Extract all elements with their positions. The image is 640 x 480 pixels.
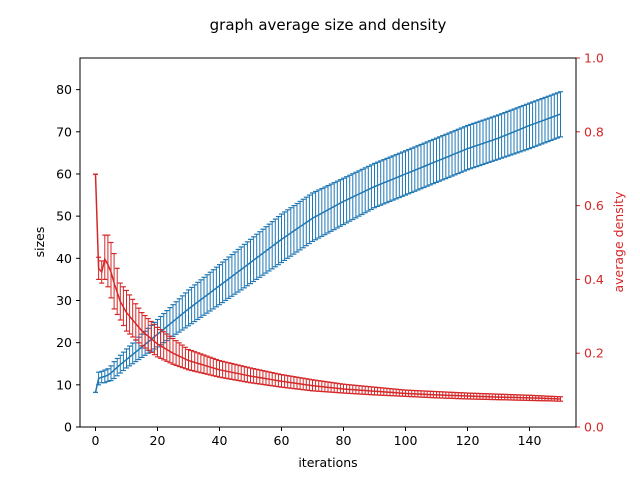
- series-line-sizes: [94, 113, 561, 393]
- x-tick-label: 20: [150, 433, 166, 448]
- y-left-tick-label: 50: [56, 209, 72, 224]
- x-tick-label: 100: [394, 433, 418, 448]
- y-left-tick-label: 10: [56, 377, 72, 392]
- x-tick-label: 140: [518, 433, 542, 448]
- series-sizes: [93, 91, 563, 394]
- y-left-tick-label: 60: [56, 166, 72, 181]
- series-average-density: [93, 173, 563, 402]
- x-axis-ticks: 0 20 40 60 80 100 120 140: [92, 427, 542, 448]
- y-left-tick-label: 30: [56, 293, 72, 308]
- x-tick-label: 0: [92, 433, 100, 448]
- x-tick-label: 80: [336, 433, 352, 448]
- y-left-tick-label: 70: [56, 124, 72, 139]
- y-right-tick-label: 0.8: [584, 124, 604, 139]
- y-right-tick-label: 1.0: [584, 51, 604, 66]
- plot-area: [93, 91, 563, 402]
- x-axis-label: iterations: [298, 455, 357, 470]
- x-tick-label: 40: [212, 433, 228, 448]
- y-right-tick-label: 0.0: [584, 420, 604, 435]
- x-tick-label: 120: [456, 433, 480, 448]
- series-line-average-density: [94, 174, 561, 400]
- y-axis-right-ticks: 0.0 0.2 0.4 0.6 0.8 1.0: [576, 51, 604, 435]
- y-right-tick-label: 0.2: [584, 346, 604, 361]
- x-tick-label: 60: [274, 433, 290, 448]
- plot-frame: [79, 57, 577, 428]
- y-left-tick-label: 80: [56, 82, 72, 97]
- y-axis-right-label: average density: [611, 191, 626, 293]
- y-right-tick-label: 0.4: [584, 272, 604, 287]
- y-axis-left-label: sizes: [32, 227, 47, 258]
- y-left-tick-label: 20: [56, 335, 72, 350]
- y-right-tick-label: 0.6: [584, 198, 604, 213]
- y-axis-left-ticks: 0 10 20 30 40 50 60 70 80: [56, 82, 80, 435]
- y-left-tick-label: 40: [56, 251, 72, 266]
- chart-title: graph average size and density: [210, 16, 447, 34]
- y-left-tick-label: 0: [64, 420, 72, 435]
